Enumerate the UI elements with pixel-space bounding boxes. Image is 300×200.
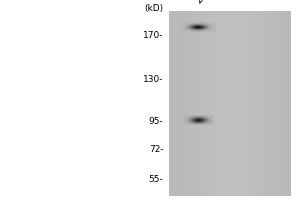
Text: 130-: 130- [143, 75, 164, 84]
Text: 293: 293 [194, 0, 214, 5]
Text: 55-: 55- [149, 174, 164, 184]
Text: 72-: 72- [149, 144, 164, 154]
Text: 170-: 170- [143, 31, 164, 40]
Text: 95-: 95- [149, 117, 164, 127]
Text: (kD): (kD) [144, 4, 164, 14]
